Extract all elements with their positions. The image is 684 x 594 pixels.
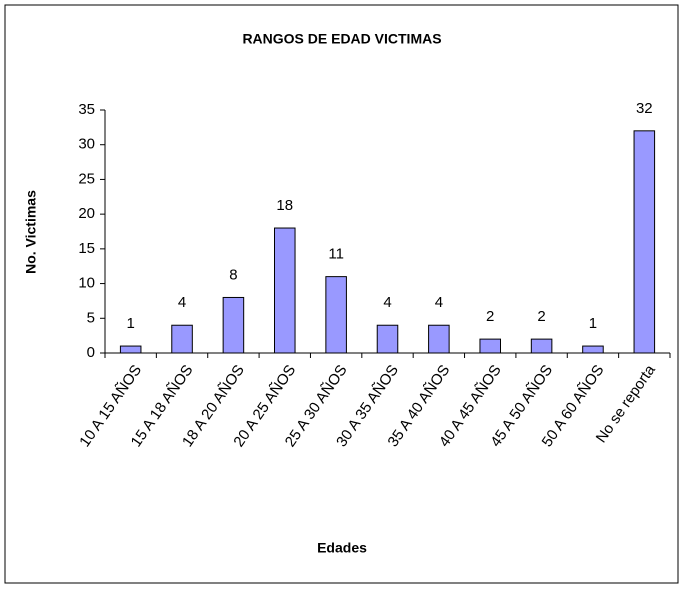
- bar: [428, 324, 450, 354]
- data-label: 8: [229, 266, 237, 283]
- y-tick-label: 10: [78, 275, 95, 292]
- data-label: 2: [486, 308, 494, 325]
- y-tick-label: 0: [87, 344, 95, 361]
- y-tick-label: 25: [78, 170, 95, 187]
- y-tick-label: 5: [87, 309, 95, 326]
- bar: [376, 324, 399, 354]
- bar: [582, 345, 604, 354]
- data-label: 18: [276, 197, 293, 214]
- bar: [530, 338, 553, 354]
- bar: [325, 276, 347, 354]
- data-label: 2: [537, 308, 545, 325]
- bar: [274, 227, 296, 354]
- y-axis-label: No. Victimas: [23, 190, 39, 274]
- y-tick-label: 15: [78, 240, 95, 257]
- bar: [119, 345, 142, 354]
- y-tick-label: 30: [78, 136, 95, 153]
- data-label: 11: [328, 246, 344, 263]
- y-tick-label: 35: [78, 101, 95, 118]
- data-label: 32: [636, 100, 653, 117]
- y-tick-label: 20: [78, 205, 95, 222]
- data-label: 4: [178, 294, 186, 311]
- data-label: 4: [435, 294, 443, 311]
- bar: [171, 324, 193, 354]
- data-label: 1: [589, 315, 597, 332]
- data-label: 1: [127, 315, 135, 332]
- bar: [222, 296, 245, 354]
- chart-title: RANGOS DE EDAD VICTIMAS: [242, 31, 441, 47]
- x-axis-label: Edades: [317, 540, 367, 556]
- data-label: 4: [383, 294, 391, 311]
- bar: [633, 130, 656, 354]
- bar: [479, 338, 502, 354]
